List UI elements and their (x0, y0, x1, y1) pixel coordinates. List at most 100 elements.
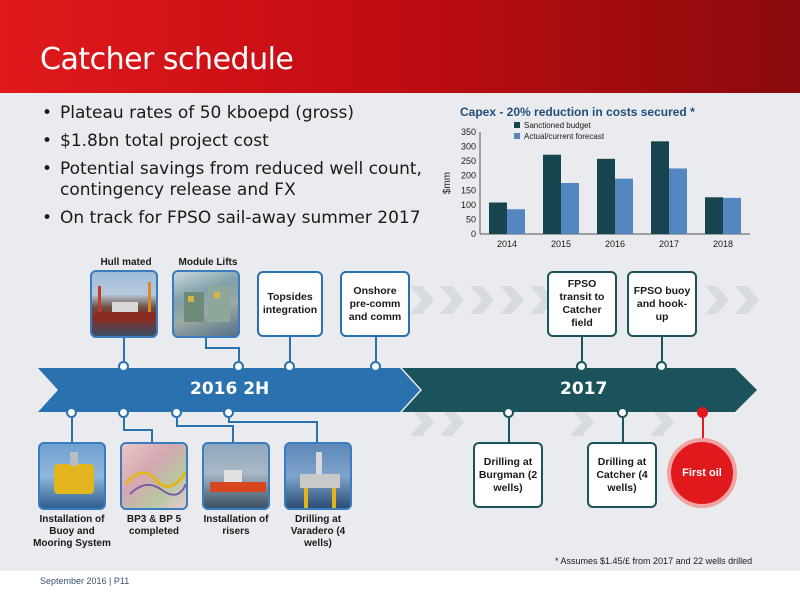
connector-line (123, 429, 153, 431)
connector-line (176, 418, 178, 426)
connector-line (375, 337, 377, 366)
chevron-decoration (410, 286, 759, 436)
fpso-transit-box: FPSO transit to Catcher field (547, 271, 617, 337)
chart-legend-swatch (514, 133, 520, 139)
risers-label: Installation of risers (203, 514, 269, 537)
seabed-map-icon (124, 471, 186, 496)
arrow-2017 (402, 368, 757, 412)
footer-bar (0, 571, 800, 600)
chart-x-tick-label: 2015 (551, 239, 571, 249)
chart-title: Capex - 20% reduction in costs secured * (460, 105, 695, 119)
footnote: * Assumes $1.45/£ from 2017 and 22 wells… (555, 556, 753, 566)
onshore-box: Onshore pre-comm and comm (340, 271, 410, 337)
connector-line (238, 347, 240, 366)
chart-y-label: $mm (442, 172, 453, 194)
bullet-item: Plateau rates of 50 kboepd (gross) (42, 103, 442, 124)
arrow-2016 (38, 368, 420, 412)
hull-mated-label: Hull mated (100, 257, 152, 268)
rig-image-icon (300, 452, 340, 508)
ship-image-icon (96, 282, 156, 322)
milestone-dot (171, 407, 182, 418)
connector-line (123, 418, 125, 430)
chart-y-tick-label: 50 (466, 214, 476, 224)
chart-y-tick-label: 200 (461, 171, 476, 181)
varadero-photo (284, 442, 352, 510)
chart-bar (615, 178, 633, 234)
bullet-item: $1.8bn total project cost (42, 131, 442, 152)
buoy-label: Installation of Buoy and Mooring System (33, 514, 111, 549)
milestone-dot (284, 361, 295, 372)
bp-label: BP3 & BP 5 completed (126, 514, 182, 537)
fpso-buoy-box: FPSO buoy and hook-up (627, 271, 697, 337)
timeline-arrows (38, 286, 759, 436)
chart-bar (651, 141, 669, 234)
buoy-photo (38, 442, 106, 510)
milestone-dot (223, 407, 234, 418)
chart-y-tick-label: 0 (471, 229, 476, 239)
burgman-box: Drilling at Burgman (2 wells) (473, 442, 543, 508)
first-oil-dot (697, 407, 708, 418)
connector-line (228, 418, 230, 422)
milestone-dot (656, 361, 667, 372)
first-oil-badge: First oil (667, 438, 737, 508)
connector-line (289, 337, 291, 366)
connector-line (205, 338, 207, 348)
connector-line (508, 418, 510, 442)
chart-y-tick-label: 350 (461, 127, 476, 137)
connector-line (71, 418, 73, 442)
catcher-box: Drilling at Catcher (4 wells) (587, 442, 657, 508)
bullet-list: Plateau rates of 50 kboepd (gross) $1.8b… (42, 103, 442, 236)
page-title: Catcher schedule (40, 42, 294, 77)
milestone-dot (233, 361, 244, 372)
milestone-dot (370, 361, 381, 372)
connector-line (176, 425, 234, 427)
chart-x-tick-label: 2017 (659, 239, 679, 249)
connector-line (205, 347, 240, 349)
milestone-dot (617, 407, 628, 418)
chart-y-tick-label: 250 (461, 156, 476, 166)
hull-mated-photo (90, 270, 158, 338)
connector-line (232, 425, 234, 442)
risers-photo (202, 442, 270, 510)
chart-bar (507, 209, 525, 234)
chart-bar (669, 168, 687, 234)
footer-text: September 2016 | P11 (40, 576, 130, 586)
chart-legend-swatch (514, 122, 520, 128)
varadero-label: Drilling at Varadero (4 wells) (290, 514, 346, 549)
chart-bar (597, 158, 615, 234)
bp-map-photo (120, 442, 188, 510)
chart-bar (543, 154, 561, 234)
milestone-dot (118, 361, 129, 372)
milestone-dot (576, 361, 587, 372)
milestone-dot (66, 407, 77, 418)
bullet-item: On track for FPSO sail-away summer 2017 (42, 208, 442, 229)
connector-line (581, 337, 583, 366)
chart-legend-label: Actual/current forecast (524, 132, 605, 141)
period-2016-label: 2016 2H (190, 379, 270, 399)
connector-line (661, 337, 663, 366)
chart-x-tick-label: 2018 (713, 239, 733, 249)
capex-bar-chart: $mm 0 50 100 150 200 250 300 350 2014 2015 2016 2017… (442, 121, 750, 249)
module-lifts-label: Module Lifts (178, 257, 238, 268)
vessel-image-icon (210, 470, 266, 492)
connector-line (702, 418, 704, 440)
milestone-dot (503, 407, 514, 418)
header-bar (0, 0, 800, 93)
topsides-box: Topsides integration (257, 271, 323, 337)
chart-bar (705, 197, 723, 234)
chart-x-tick-label: 2014 (497, 239, 517, 249)
milestone-dot (118, 407, 129, 418)
buoy-image-icon (54, 452, 94, 494)
chart-y-tick-label: 150 (461, 185, 476, 195)
connector-line (151, 429, 153, 442)
chart-bar (723, 197, 741, 234)
connector-line (622, 418, 624, 442)
chart-bar (561, 183, 579, 234)
module-image-icon (184, 286, 230, 322)
chart-y-tick-label: 100 (461, 200, 476, 210)
chart-legend-label: Sanctioned budget (524, 121, 592, 130)
chart-y-tick-label: 300 (461, 142, 476, 152)
period-2017-label: 2017 (560, 379, 608, 399)
chart-bar (489, 202, 507, 234)
chart-x-tick-label: 2016 (605, 239, 625, 249)
